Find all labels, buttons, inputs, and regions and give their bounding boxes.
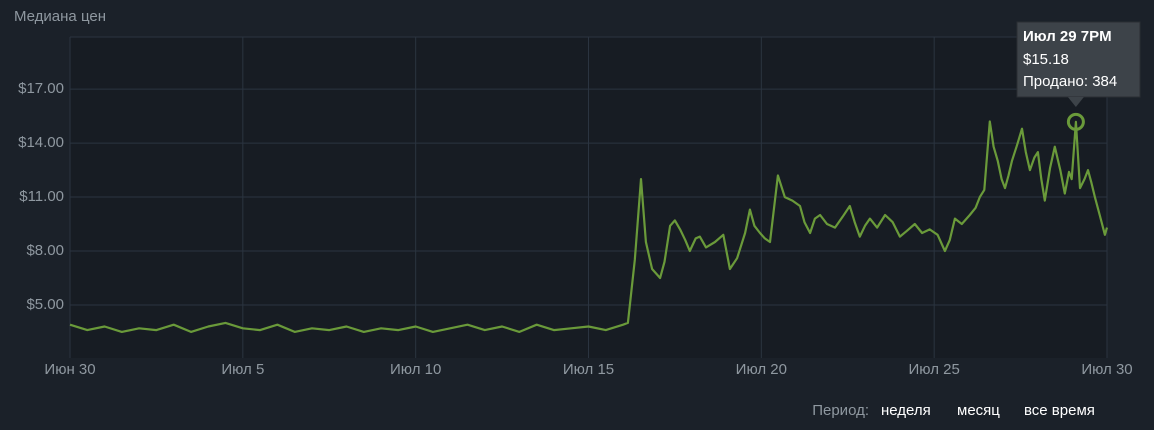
tooltip-sold: Продано: 384: [1023, 73, 1117, 90]
period-week[interactable]: неделя: [881, 402, 931, 419]
x-tick-label: Июл 15: [563, 361, 614, 378]
period-label: Период:: [812, 402, 869, 419]
x-tick-label: Июл 5: [221, 361, 264, 378]
x-tick-label: Июл 30: [1081, 361, 1132, 378]
chart-title: Медиана цен: [14, 8, 106, 25]
y-tick-label: $17.00: [18, 80, 64, 97]
tooltip-box: [1016, 21, 1141, 98]
x-tick-label: Июн 30: [44, 361, 95, 378]
period-all[interactable]: все время: [1024, 402, 1095, 419]
y-tick-label: $5.00: [26, 296, 64, 313]
hover-marker: [1066, 112, 1085, 131]
tooltip-price: $15.18: [1023, 51, 1069, 68]
period-month[interactable]: месяц: [957, 402, 1000, 419]
tooltip: Июл 29 7PM $15.18 Продано: 384: [1016, 21, 1141, 107]
y-tick-label: $14.00: [18, 134, 64, 151]
price-line: [69, 120, 1109, 333]
y-tick-label: $11.00: [19, 188, 64, 205]
x-tick-label: Июл 25: [909, 361, 960, 378]
tooltip-arrow: [1067, 97, 1084, 107]
tooltip-title: Июл 29 7PM: [1023, 28, 1112, 45]
y-tick-label: $8.00: [26, 242, 64, 259]
x-tick-label: Июл 20: [736, 361, 787, 378]
x-tick-label: Июл 10: [390, 361, 441, 378]
